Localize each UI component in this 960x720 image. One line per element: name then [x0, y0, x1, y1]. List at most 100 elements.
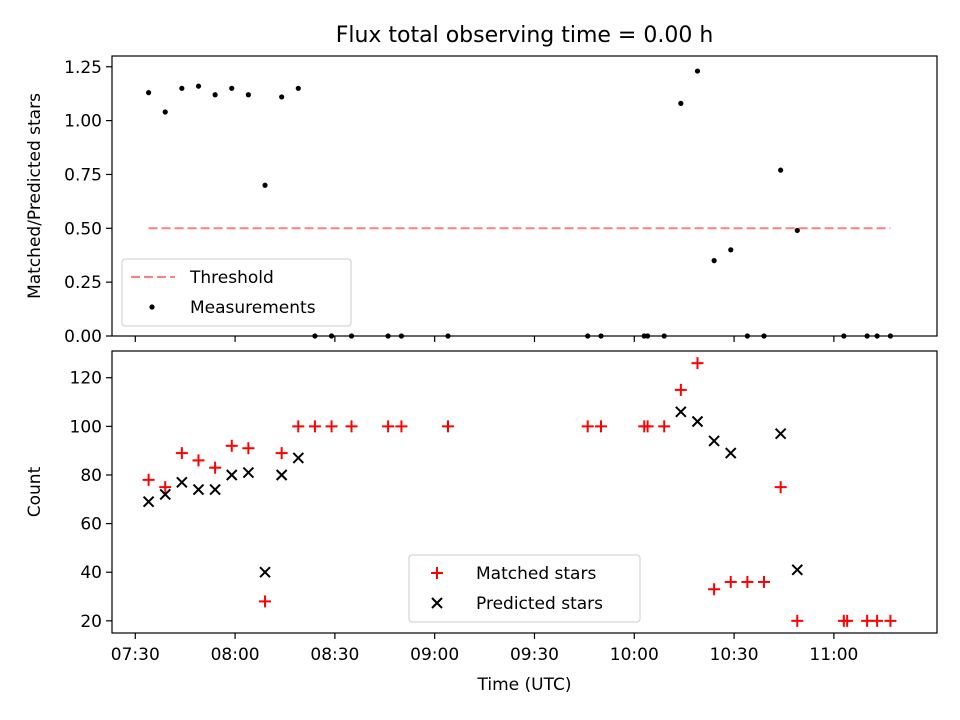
matched-stars-legend-label: Matched stars	[476, 564, 596, 584]
predicted-star-point	[226, 469, 238, 481]
matched-star-point	[175, 447, 188, 460]
matched-star-point	[724, 575, 737, 588]
measurement-point	[229, 85, 235, 91]
bottom-y-tick-label: 20	[80, 612, 102, 632]
x-tick-label: 11:00	[809, 645, 858, 665]
top-legend-box	[121, 258, 352, 327]
matched-star-point	[595, 420, 608, 433]
predicted-star-point	[725, 447, 737, 459]
matched-star-point	[841, 614, 854, 627]
measurement-point	[794, 227, 800, 234]
bottom-y-tick-label: 60	[80, 515, 102, 535]
matched-stars-legend-swatch	[431, 567, 443, 579]
top-y-tick-label: 0.00	[64, 327, 102, 347]
predicted-star-point	[675, 406, 687, 418]
predicted-star-point	[242, 466, 255, 479]
top-y-axis-label: Matched/Predicted stars	[25, 93, 45, 299]
matched-star-point	[382, 420, 395, 433]
measurement-point	[728, 247, 734, 253]
measurement-point	[262, 182, 268, 188]
matched-star-point	[674, 383, 687, 396]
matched-star-point	[395, 420, 408, 433]
bottom-y-tick-label: 120	[70, 369, 102, 389]
measurement-point	[694, 68, 701, 74]
matched-star-point	[345, 420, 358, 433]
top-y-tick-label: 1.25	[64, 58, 102, 78]
top-panel: 0.00 0.25 0.50 0.75 1.00 1.25 Matched/Predict…	[25, 55, 938, 347]
matched-star-point	[641, 420, 654, 433]
matched-star-point	[308, 420, 321, 433]
matched-star-point	[259, 595, 272, 608]
measurements-legend-swatch	[149, 304, 155, 310]
matched-star-point	[159, 481, 172, 494]
predicted-stars-legend-label: Predicted stars	[476, 594, 603, 614]
matched-star-point	[242, 442, 255, 455]
measurement-point	[711, 258, 717, 264]
predicted-star-point	[192, 483, 205, 496]
predicted-stars-legend-swatch	[431, 597, 443, 609]
top-plot-frame	[111, 55, 938, 337]
matched-star-point	[691, 357, 704, 370]
top-legend: Threshold Measurements	[121, 258, 352, 327]
predicted-star-point	[708, 435, 720, 447]
measurement-point	[279, 94, 285, 100]
x-tick-label: 09:00	[410, 645, 459, 665]
chart-title: Flux total observing time = 0.00 h	[336, 23, 714, 48]
matched-star-point	[325, 420, 338, 433]
predicted-star-point	[159, 488, 171, 501]
matched-star-point	[774, 481, 787, 494]
matched-star-point	[884, 614, 897, 627]
x-tick-label: 10:30	[710, 645, 759, 665]
measurement-point	[195, 83, 202, 89]
x-tick-label: 09:30	[510, 645, 559, 665]
measurement-point	[212, 92, 218, 98]
threshold-legend-label: Threshold	[189, 268, 274, 288]
measurement-point	[145, 90, 152, 96]
predicted-star-point	[259, 566, 271, 578]
matched-star-point	[758, 575, 771, 588]
x-tick-label: 08:00	[211, 645, 260, 665]
top-y-tick-label: 0.75	[64, 165, 102, 185]
bottom-plot-frame	[111, 350, 938, 634]
matched-star-point	[708, 583, 721, 596]
bottom-legend: Matched stars Predicted stars	[408, 554, 641, 623]
matched-star-point	[441, 420, 454, 433]
x-tick-label: 08:30	[310, 645, 359, 665]
matched-star-point	[142, 473, 155, 486]
predicted-star-point	[275, 469, 288, 481]
top-y-tick-label: 0.25	[64, 273, 102, 293]
top-y-tick-label: 1.00	[64, 112, 102, 132]
matched-star-point	[658, 420, 671, 433]
bottom-y-tick-label: 100	[70, 417, 102, 437]
bottom-y-axis-label: Count	[25, 466, 45, 517]
matched-star-point	[871, 614, 884, 627]
measurement-point	[295, 85, 301, 91]
matched-star-point	[741, 575, 754, 588]
predicted-star-point	[774, 427, 787, 440]
matched-star-point	[275, 447, 288, 460]
predicted-star-point	[142, 496, 155, 508]
measurements-legend-label: Measurements	[190, 298, 316, 318]
predicted-star-point	[176, 476, 188, 488]
x-axis-label: Time (UTC)	[477, 675, 572, 695]
measurement-point	[678, 100, 684, 106]
matched-star-point	[791, 614, 804, 627]
matched-star-point	[581, 420, 594, 433]
predicted-star-point	[209, 483, 221, 496]
top-y-tick-label: 0.50	[64, 219, 102, 239]
bottom-y-tick-label: 80	[80, 466, 102, 486]
matched-star-point	[225, 439, 238, 452]
predicted-star-point	[292, 452, 304, 464]
bottom-grid-layer: 20 40 60 80 100 120 07:30 08:00 08:30 09:00 09:30 1…	[70, 357, 897, 665]
bottom-panel: 20 40 60 80 100 120 07:30 08:00 08:30 09:00 09:30 1…	[25, 350, 938, 695]
matched-star-point	[192, 454, 205, 467]
x-tick-label: 10:00	[610, 645, 659, 665]
matched-star-point	[209, 461, 222, 474]
bottom-legend-box	[408, 554, 641, 623]
measurement-point	[162, 109, 168, 115]
top-grid-layer: 0.00 0.25 0.50 0.75 1.00 1.25	[64, 58, 894, 347]
predicted-star-point	[791, 564, 803, 576]
measurement-point	[778, 167, 784, 173]
measurement-point	[245, 92, 251, 98]
